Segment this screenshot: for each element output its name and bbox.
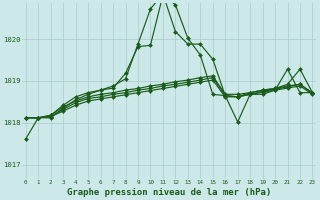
X-axis label: Graphe pression niveau de la mer (hPa): Graphe pression niveau de la mer (hPa) bbox=[67, 188, 271, 197]
